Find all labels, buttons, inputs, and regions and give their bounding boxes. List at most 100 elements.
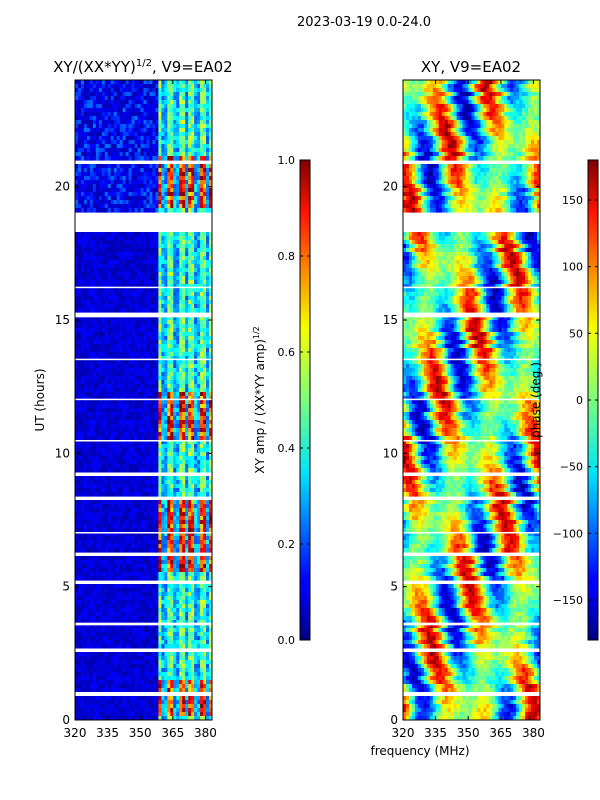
- amp-heatmap-cell: [176, 484, 180, 489]
- amp-heatmap-cell: [125, 332, 130, 337]
- amp-heatmap-cell: [83, 412, 88, 417]
- amp-heatmap-cell: [92, 296, 97, 301]
- amp-heatmap-cell: [194, 376, 198, 381]
- amp-heatmap-cell: [203, 124, 207, 129]
- amp-heatmap-cell: [146, 132, 151, 137]
- amp-heatmap-cell: [134, 416, 139, 421]
- amp-heatmap-cell: [173, 536, 177, 541]
- amp-heatmap-cell: [110, 336, 115, 341]
- amp-heatmap-cell: [77, 232, 82, 237]
- amp-heatmap-cell: [170, 196, 174, 201]
- amp-heatmap-cell: [146, 264, 151, 269]
- amp-heatmap-cell: [131, 352, 136, 357]
- amp-heatmap-cell: [158, 304, 162, 309]
- amp-heatmap-cell: [203, 248, 207, 253]
- amp-heatmap-cell: [83, 512, 88, 517]
- amp-heatmap-cell: [200, 344, 204, 349]
- amp-heatmap-cell: [113, 192, 118, 197]
- amp-heatmap-cell: [176, 200, 180, 205]
- amp-heatmap-cell: [146, 356, 151, 361]
- amp-heatmap-cell: [131, 548, 136, 553]
- amp-heatmap-cell: [203, 204, 207, 209]
- amp-heatmap-cell: [137, 236, 142, 241]
- amp-heatmap-cell: [83, 332, 88, 337]
- amp-heatmap-cell: [131, 180, 136, 185]
- amp-heatmap-cell: [158, 120, 162, 125]
- amp-heatmap-cell: [128, 80, 133, 85]
- amp-heatmap-cell: [167, 120, 171, 125]
- amp-heatmap-cell: [140, 336, 145, 341]
- amp-heatmap-cell: [86, 448, 91, 453]
- amp-heatmap-cell: [182, 428, 186, 433]
- amp-heatmap-cell: [83, 420, 88, 425]
- amp-heatmap-cell: [194, 444, 198, 449]
- amp-heatmap-cell: [182, 188, 186, 193]
- amp-heatmap-cell: [140, 460, 145, 465]
- amp-heatmap-cell: [107, 504, 112, 509]
- amp-heatmap-cell: [173, 200, 177, 205]
- amp-heatmap-cell: [75, 132, 79, 137]
- amp-heatmap-cell: [113, 140, 118, 145]
- amp-heatmap-cell: [158, 84, 162, 89]
- amp-heatmap-cell: [75, 304, 79, 309]
- amp-heatmap-cell: [182, 364, 186, 369]
- amp-heatmap-cell: [107, 208, 112, 213]
- amp-heatmap-cell: [128, 356, 133, 361]
- amp-heatmap-cell: [146, 508, 151, 513]
- amp-heatmap-cell: [80, 444, 85, 449]
- amp-heatmap-cell: [179, 116, 183, 121]
- amp-heatmap-cell: [203, 296, 207, 301]
- amp-heatmap-cell: [194, 452, 198, 457]
- amp-heatmap-cell: [104, 276, 109, 281]
- amp-heatmap-cell: [113, 244, 118, 249]
- amp-heatmap-cell: [140, 416, 145, 421]
- amp-heatmap-cell: [188, 508, 192, 513]
- amp-heatmap-cell: [140, 140, 145, 145]
- amp-heatmap-cell: [152, 288, 157, 293]
- amp-heatmap-cell: [170, 280, 174, 285]
- amp-heatmap-cell: [203, 488, 207, 493]
- amp-heatmap-cell: [92, 276, 97, 281]
- amp-heatmap-cell: [119, 400, 124, 405]
- amp-heatmap-cell: [176, 420, 180, 425]
- amp-heatmap-cell: [128, 368, 133, 373]
- amp-heatmap-cell: [188, 520, 192, 525]
- amp-heatmap-cell: [200, 452, 204, 457]
- amp-heatmap-cell: [188, 168, 192, 173]
- amp-heatmap-cell: [77, 208, 82, 213]
- amp-heatmap-cell: [146, 344, 151, 349]
- amp-heatmap-cell: [95, 108, 100, 113]
- amp-heatmap-cell: [152, 392, 157, 397]
- amp-heatmap-cell: [134, 308, 139, 313]
- amp-heatmap-cell: [161, 300, 165, 305]
- amp-heatmap-cell: [143, 296, 148, 301]
- amp-heatmap-cell: [182, 260, 186, 265]
- amp-heatmap-cell: [200, 144, 204, 149]
- amp-heatmap-cell: [173, 148, 177, 153]
- amp-heatmap-cell: [98, 288, 103, 293]
- amp-heatmap-cell: [110, 368, 115, 373]
- amp-heatmap-cell: [116, 360, 121, 365]
- amp-heatmap-cell: [176, 248, 180, 253]
- amp-heatmap-cell: [122, 104, 127, 109]
- amp-heatmap-cell: [143, 460, 148, 465]
- amp-heatmap-cell: [176, 376, 180, 381]
- amp-heatmap-cell: [173, 240, 177, 245]
- amp-heatmap-cell: [158, 188, 162, 193]
- amp-heatmap-cell: [113, 352, 118, 357]
- amp-heatmap-cell: [86, 532, 91, 537]
- amp-heatmap-cell: [89, 176, 94, 181]
- amp-heatmap-cell: [137, 288, 142, 293]
- amp-heatmap-cell: [188, 340, 192, 345]
- amp-heatmap-cell: [110, 192, 115, 197]
- amp-heatmap-cell: [164, 80, 168, 85]
- amp-heatmap-cell: [206, 132, 210, 137]
- amp-heatmap-cell: [167, 208, 171, 213]
- amp-heatmap-cell: [86, 132, 91, 137]
- amp-heatmap-cell: [101, 372, 106, 377]
- amp-heatmap-cell: [197, 440, 201, 445]
- amp-heatmap-cell: [173, 408, 177, 413]
- amp-heatmap-cell: [80, 264, 85, 269]
- amp-heatmap-cell: [191, 304, 195, 309]
- amp-heatmap-cell: [188, 524, 192, 529]
